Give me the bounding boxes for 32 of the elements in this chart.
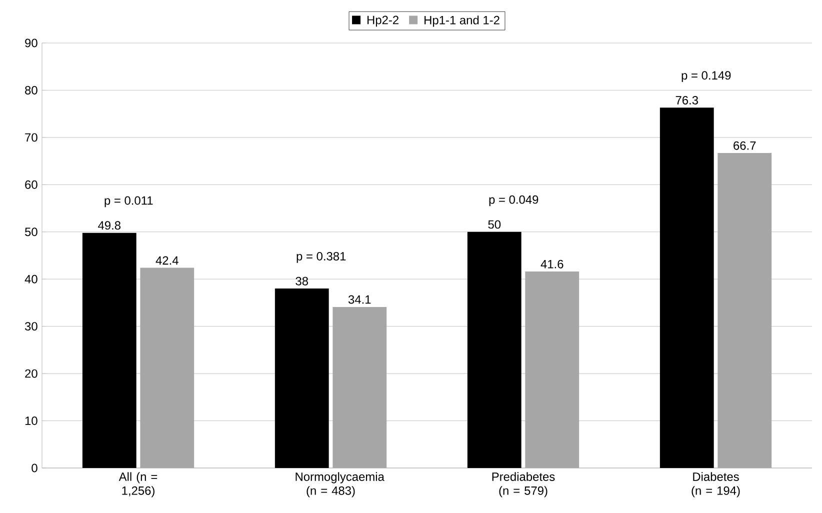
data-label: 41.6 bbox=[540, 260, 564, 268]
y-tick-label: 50 bbox=[25, 228, 38, 236]
annotation: p = 0.149 bbox=[682, 71, 731, 82]
data-label: 38 bbox=[296, 276, 308, 286]
annotation: p = 0.049 bbox=[489, 195, 538, 206]
y-tick-label: 60 bbox=[25, 180, 38, 189]
bar bbox=[82, 232, 136, 468]
legend-label: Hp2-2 bbox=[368, 16, 398, 27]
data-label: 76.3 bbox=[676, 96, 698, 104]
bar bbox=[467, 232, 522, 468]
data-label: 49.8 bbox=[98, 221, 120, 230]
x-tick-label: All (n = 1,256) bbox=[118, 472, 158, 498]
bar bbox=[660, 108, 714, 468]
y-tick-label: 80 bbox=[25, 86, 38, 94]
y-tick-label: 90 bbox=[25, 38, 38, 48]
y-tick-label: 70 bbox=[25, 133, 38, 142]
x-tick-label: Prediabetes (n = 579) bbox=[492, 472, 555, 498]
data-label: 42.4 bbox=[156, 256, 178, 265]
y-tick-label: 40 bbox=[24, 274, 38, 284]
y-tick-label: 20 bbox=[25, 369, 38, 378]
x-tick-label: Normoglycaemia (n = 483) bbox=[296, 472, 384, 498]
legend-label: Hp1-1 and 1-2 bbox=[424, 16, 500, 27]
data-label: 66.7 bbox=[734, 141, 756, 150]
y-tick-label: 30 bbox=[24, 322, 38, 331]
x-tick-label: Diabetes (n = 194) bbox=[692, 472, 740, 498]
y-tick-label: 0 bbox=[32, 464, 38, 472]
y-tick-label: 10 bbox=[25, 416, 38, 425]
annotation: p = 0.011 bbox=[104, 196, 153, 208]
data-label: 50 bbox=[488, 220, 501, 229]
annotation: p = 0.381 bbox=[296, 252, 346, 263]
data-label: 34.1 bbox=[348, 295, 371, 304]
bar bbox=[274, 288, 329, 468]
